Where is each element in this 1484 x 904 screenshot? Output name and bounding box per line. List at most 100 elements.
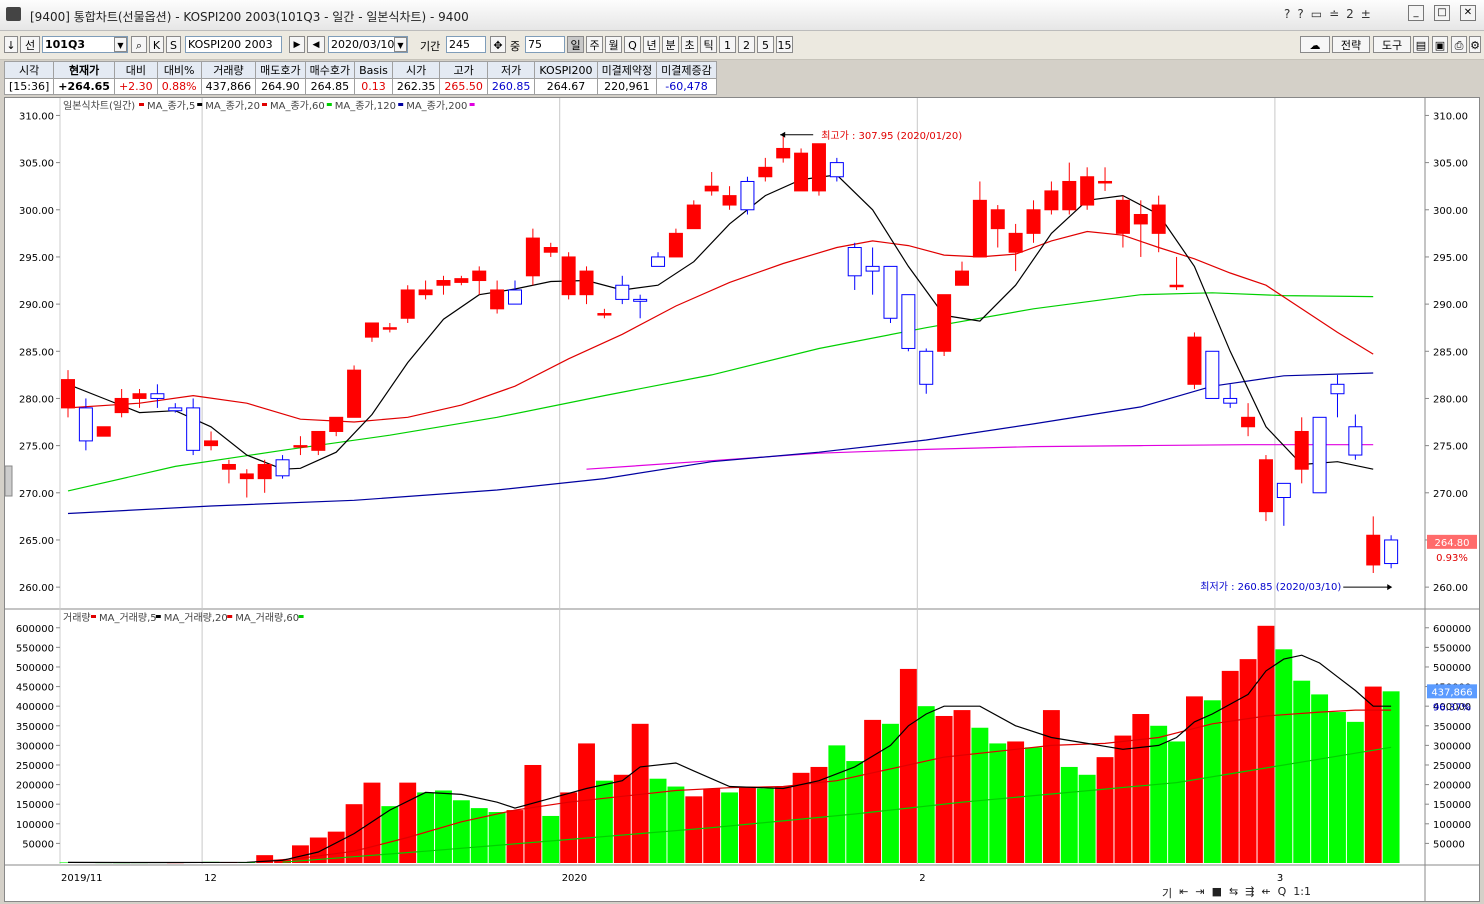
window-title: [9400] 통합차트(선물옵션) - KOSPI200 2003(101Q3 … xyxy=(30,10,469,24)
quote-header-cell: 미결제증감 xyxy=(656,61,717,79)
volume-tick-label-right: 150000 xyxy=(1433,800,1471,811)
volume-tick-label-right: 500000 xyxy=(1433,663,1471,674)
quote-value-cell: 264.90 xyxy=(255,78,306,95)
save-icon[interactable]: ▣ xyxy=(1432,36,1448,53)
period-input[interactable]: 245 xyxy=(446,36,486,53)
annotations: 최고가 : 307.95 (2020/01/20) 최저가 : 260.85 (2… xyxy=(4,130,1477,713)
period-button[interactable]: 분 xyxy=(662,36,679,53)
legend-swatch xyxy=(139,103,144,106)
volume-tick-label-right: 100000 xyxy=(1433,820,1471,831)
volume-bar xyxy=(721,792,738,863)
candle-body xyxy=(311,430,326,451)
legend-title: 일본식차트(일간) xyxy=(63,100,135,112)
maximize-button[interactable]: □ xyxy=(1434,5,1450,21)
date-dropdown-icon[interactable]: ▼ xyxy=(394,37,407,52)
chart-area[interactable]: 260.00260.00265.00265.00270.00270.00275.… xyxy=(4,97,1480,902)
price-tick-label-left: 300.00 xyxy=(19,206,54,217)
bottom-tool-button[interactable]: ■ xyxy=(1211,885,1222,898)
tools-button[interactable]: 도구 xyxy=(1373,36,1411,53)
volume-bar xyxy=(613,774,631,863)
bottom-tool-button[interactable]: ⇥ xyxy=(1195,885,1205,898)
period-button[interactable]: 주 xyxy=(586,36,603,53)
candle-body xyxy=(275,459,290,477)
prev-button[interactable]: ◀ xyxy=(307,36,325,53)
legend-item: MA_종가,60 xyxy=(270,100,325,112)
candle-body xyxy=(436,280,451,286)
open-icon[interactable]: ▤ xyxy=(1413,36,1429,53)
type-button[interactable]: 선 xyxy=(20,36,40,53)
link-icon[interactable]: 2 xyxy=(1346,7,1354,21)
period-button[interactable]: 월 xyxy=(605,36,622,53)
s-button[interactable]: S xyxy=(166,36,181,53)
next-button[interactable]: ▶ xyxy=(289,36,305,53)
help-icon[interactable]: ? xyxy=(1284,7,1291,21)
search-icon[interactable]: ⌕ xyxy=(131,36,147,53)
period-button[interactable]: 틱 xyxy=(700,36,717,53)
volume-bar xyxy=(256,855,274,863)
code-input[interactable]: 101Q3 xyxy=(42,36,128,53)
pin-icon[interactable]: ≐ xyxy=(1329,7,1340,21)
chart-canvas[interactable]: 260.00260.00265.00265.00270.00270.00275.… xyxy=(4,98,1479,901)
bottom-tool-button[interactable]: ⇆ xyxy=(1228,885,1239,898)
down-arrow-button[interactable]: ↓ xyxy=(4,36,18,53)
volume-bar xyxy=(631,723,649,863)
period-button[interactable]: 일 xyxy=(567,36,584,53)
candle-body xyxy=(1205,350,1220,399)
settings-icon[interactable]: ⚙ xyxy=(1469,36,1481,53)
vol-ma5-line xyxy=(67,654,1392,864)
print-icon[interactable]: ⎙ xyxy=(1451,36,1467,53)
quote-header-cell: 대비 xyxy=(113,61,158,79)
period-button[interactable]: 2 xyxy=(738,36,755,53)
titlebar-tools: ? ? ▭ ≐ 2 ± xyxy=(1284,7,1371,21)
volume-tick-label-right: 400000 xyxy=(1433,702,1471,713)
volume-bar xyxy=(1096,757,1114,863)
price-tick-label-right: 300.00 xyxy=(1433,206,1468,217)
k-button[interactable]: K xyxy=(149,36,164,53)
candle-body xyxy=(96,426,111,437)
period-button[interactable]: 15 xyxy=(776,36,793,53)
period-button[interactable]: 5 xyxy=(757,36,774,53)
volume-bar xyxy=(1060,766,1078,863)
period-button[interactable]: 초 xyxy=(681,36,698,53)
high-arrow-head xyxy=(780,131,786,138)
period-button[interactable]: 1 xyxy=(719,36,736,53)
settings-icon[interactable]: ± xyxy=(1360,7,1371,21)
strategy-button[interactable]: 전략 xyxy=(1332,36,1370,53)
candle-body xyxy=(1294,430,1309,470)
count-input[interactable]: 75 xyxy=(525,36,565,53)
volume-tick-label-left: 400000 xyxy=(16,702,54,713)
volume-bar xyxy=(1275,649,1293,863)
bottom-tool-button[interactable]: ⇶ xyxy=(1245,885,1255,898)
volume-tick-label-left: 200000 xyxy=(16,781,54,792)
date-input[interactable]: 2020/03/10 xyxy=(328,36,408,53)
price-tick-label-left: 265.00 xyxy=(19,536,54,547)
move-icon[interactable]: ✥ xyxy=(490,36,506,53)
layout-icon[interactable]: ▭ xyxy=(1310,7,1323,21)
candle-body xyxy=(1008,232,1023,253)
candle-body xyxy=(1187,336,1202,385)
vol-ma20-line xyxy=(264,709,1392,862)
candle-body xyxy=(919,350,934,385)
code-dropdown-icon[interactable]: ▼ xyxy=(114,37,127,52)
candle-body xyxy=(508,289,522,305)
period-button[interactable]: 년 xyxy=(643,36,660,53)
bottom-tool-button[interactable]: ⇷ xyxy=(1261,885,1271,898)
volume-bar xyxy=(1239,659,1257,863)
price-tick-label-left: 305.00 xyxy=(19,159,54,170)
period-label: 기간 xyxy=(420,40,441,53)
candle-body xyxy=(186,407,201,451)
candle-body xyxy=(1062,180,1077,211)
minimize-button[interactable]: _ xyxy=(1408,5,1424,21)
candle-body xyxy=(239,473,254,480)
question-icon[interactable]: ? xyxy=(1297,7,1304,21)
legend-item: MA_종가,5 xyxy=(147,100,195,112)
period-button[interactable]: Q xyxy=(624,36,641,53)
candle-body xyxy=(740,180,755,211)
close-button[interactable]: ✕ xyxy=(1460,5,1476,21)
volume-tick-label-left: 50000 xyxy=(22,839,54,850)
bottom-tool-button[interactable]: 1:1 xyxy=(1293,885,1311,898)
bottom-tool-button[interactable]: Q xyxy=(1277,885,1287,898)
bottom-tool-button[interactable]: ⇤ xyxy=(1179,885,1189,898)
cloud-icon[interactable]: ☁ xyxy=(1300,36,1330,53)
bottom-tool-button[interactable]: 기 xyxy=(1162,887,1173,900)
